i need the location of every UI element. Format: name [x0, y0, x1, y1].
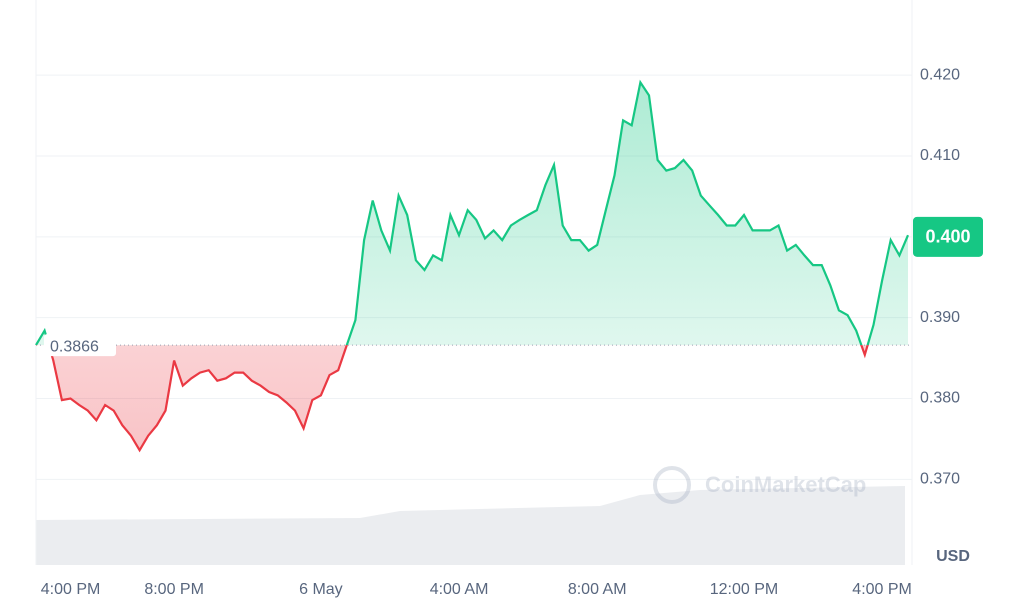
x-tick-label: 12:00 PM — [710, 581, 778, 598]
area-up — [36, 82, 908, 346]
area-down — [48, 345, 868, 451]
reference-label-bg — [44, 334, 116, 357]
watermark-logo — [653, 466, 691, 504]
x-tick-label: 8:00 PM — [144, 581, 204, 598]
price-line-down — [36, 345, 869, 453]
watermark-group: CoinMarketCap — [653, 466, 866, 504]
price-line-up — [35, 79, 910, 346]
reference-label: 0.3866 — [50, 338, 99, 355]
y-tick-label: 0.380 — [920, 390, 960, 407]
volume-band — [36, 486, 905, 565]
current-price-label: 0.400 — [925, 227, 970, 247]
y-tick-label: 0.420 — [920, 66, 960, 83]
x-tick-label: 4:00 AM — [430, 581, 489, 598]
current-price-badge — [913, 216, 983, 257]
unit-label: USD — [936, 548, 970, 565]
x-tick-label: 4:00 PM — [41, 581, 101, 598]
y-tick-label: 0.390 — [920, 309, 960, 326]
watermark: CoinMarketCap — [705, 472, 866, 497]
x-tick-label: 8:00 AM — [568, 581, 627, 598]
y-tick-label: 0.370 — [920, 471, 960, 488]
x-tick-label: 4:00 PM — [852, 581, 912, 598]
x-tick-label: 6 May — [299, 581, 343, 598]
y-tick-label: 0.410 — [920, 147, 960, 164]
